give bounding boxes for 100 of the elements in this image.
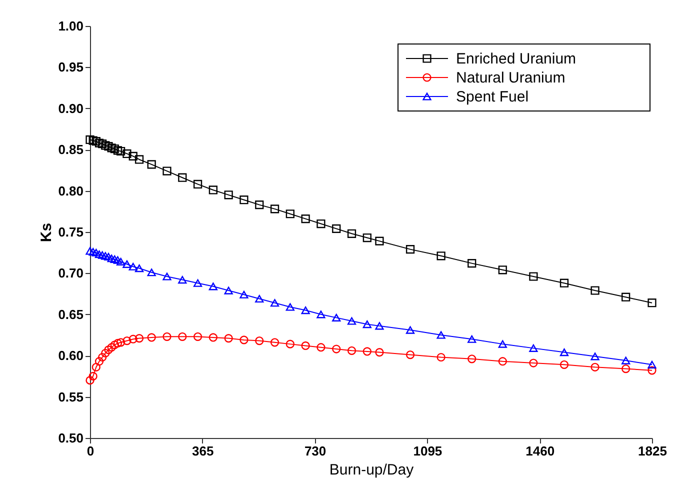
point (436, 331, 446, 339)
point (436, 252, 446, 260)
point (134, 334, 144, 343)
point (86, 135, 94, 144)
point (622, 356, 630, 364)
point (406, 350, 415, 360)
point (107, 254, 116, 262)
point (255, 200, 264, 210)
point (375, 322, 384, 330)
point (122, 149, 132, 158)
point (286, 340, 294, 348)
point (590, 286, 600, 295)
point (406, 326, 415, 334)
point (286, 303, 294, 311)
point (86, 376, 94, 385)
point (648, 366, 656, 375)
point (560, 278, 569, 288)
point (128, 334, 138, 344)
point (286, 210, 294, 218)
point (92, 248, 100, 256)
x-tick-label: 1095 (413, 444, 442, 458)
point (113, 256, 122, 264)
point (98, 352, 107, 362)
point (178, 332, 187, 341)
point (375, 236, 384, 246)
point (560, 360, 569, 369)
point (560, 348, 569, 356)
point (498, 357, 507, 366)
point (104, 252, 113, 261)
point (178, 173, 187, 182)
point (178, 276, 187, 284)
point (110, 255, 119, 264)
y-tick-label: 0.55 (58, 389, 84, 404)
point (270, 338, 280, 347)
legend-label: Spent Fuel (456, 88, 529, 106)
point (104, 346, 113, 354)
point (110, 144, 119, 154)
point (436, 352, 446, 362)
point (468, 259, 476, 268)
point (147, 160, 156, 169)
point (362, 320, 372, 328)
point (590, 352, 600, 360)
point (406, 244, 415, 254)
point (362, 233, 372, 242)
point (92, 362, 100, 372)
point (92, 137, 100, 146)
point (113, 146, 122, 155)
point (240, 196, 248, 204)
point (347, 346, 356, 355)
point (110, 340, 119, 350)
point (301, 341, 310, 350)
point (270, 299, 280, 307)
point (86, 247, 94, 255)
point (332, 224, 341, 234)
x-axis-title: Burn-up/Day (329, 462, 414, 478)
point (147, 333, 156, 342)
y-tick-label: 0.70 (58, 266, 84, 281)
point (648, 360, 656, 368)
point (240, 290, 248, 298)
point (147, 268, 156, 276)
y-tick-label: 0.60 (58, 348, 84, 364)
point (622, 364, 630, 374)
x-tick-label: 365 (192, 444, 214, 458)
point (590, 362, 600, 372)
point (224, 334, 233, 343)
point (162, 332, 172, 341)
point (98, 251, 107, 259)
y-tick-label: 0.85 (58, 142, 84, 158)
point (240, 336, 248, 344)
point (94, 250, 104, 258)
point (101, 141, 110, 150)
y-axis-title: Ks (38, 222, 56, 242)
point (193, 279, 202, 287)
point (116, 146, 126, 156)
y-tick-label: 0.90 (58, 100, 84, 116)
point (98, 140, 107, 148)
point (301, 214, 310, 224)
x-tick-label: 730 (304, 444, 326, 458)
point (162, 272, 172, 280)
point (104, 142, 113, 151)
y-tick-label: 0.65 (58, 306, 84, 322)
point (270, 204, 280, 214)
point (468, 335, 476, 343)
point (88, 248, 98, 256)
point (316, 343, 326, 352)
point (128, 262, 138, 270)
y-tick-label: 1.00 (58, 18, 84, 34)
point (375, 348, 384, 357)
point (134, 264, 144, 272)
point (193, 332, 202, 341)
point (316, 310, 326, 318)
point (88, 372, 98, 380)
point (529, 358, 538, 368)
y-tick-label: 0.95 (58, 60, 84, 75)
point (134, 155, 144, 164)
y-tick-label: 0.80 (58, 183, 84, 198)
point (255, 294, 264, 303)
point (101, 348, 110, 358)
point (208, 333, 218, 342)
point (122, 260, 132, 268)
